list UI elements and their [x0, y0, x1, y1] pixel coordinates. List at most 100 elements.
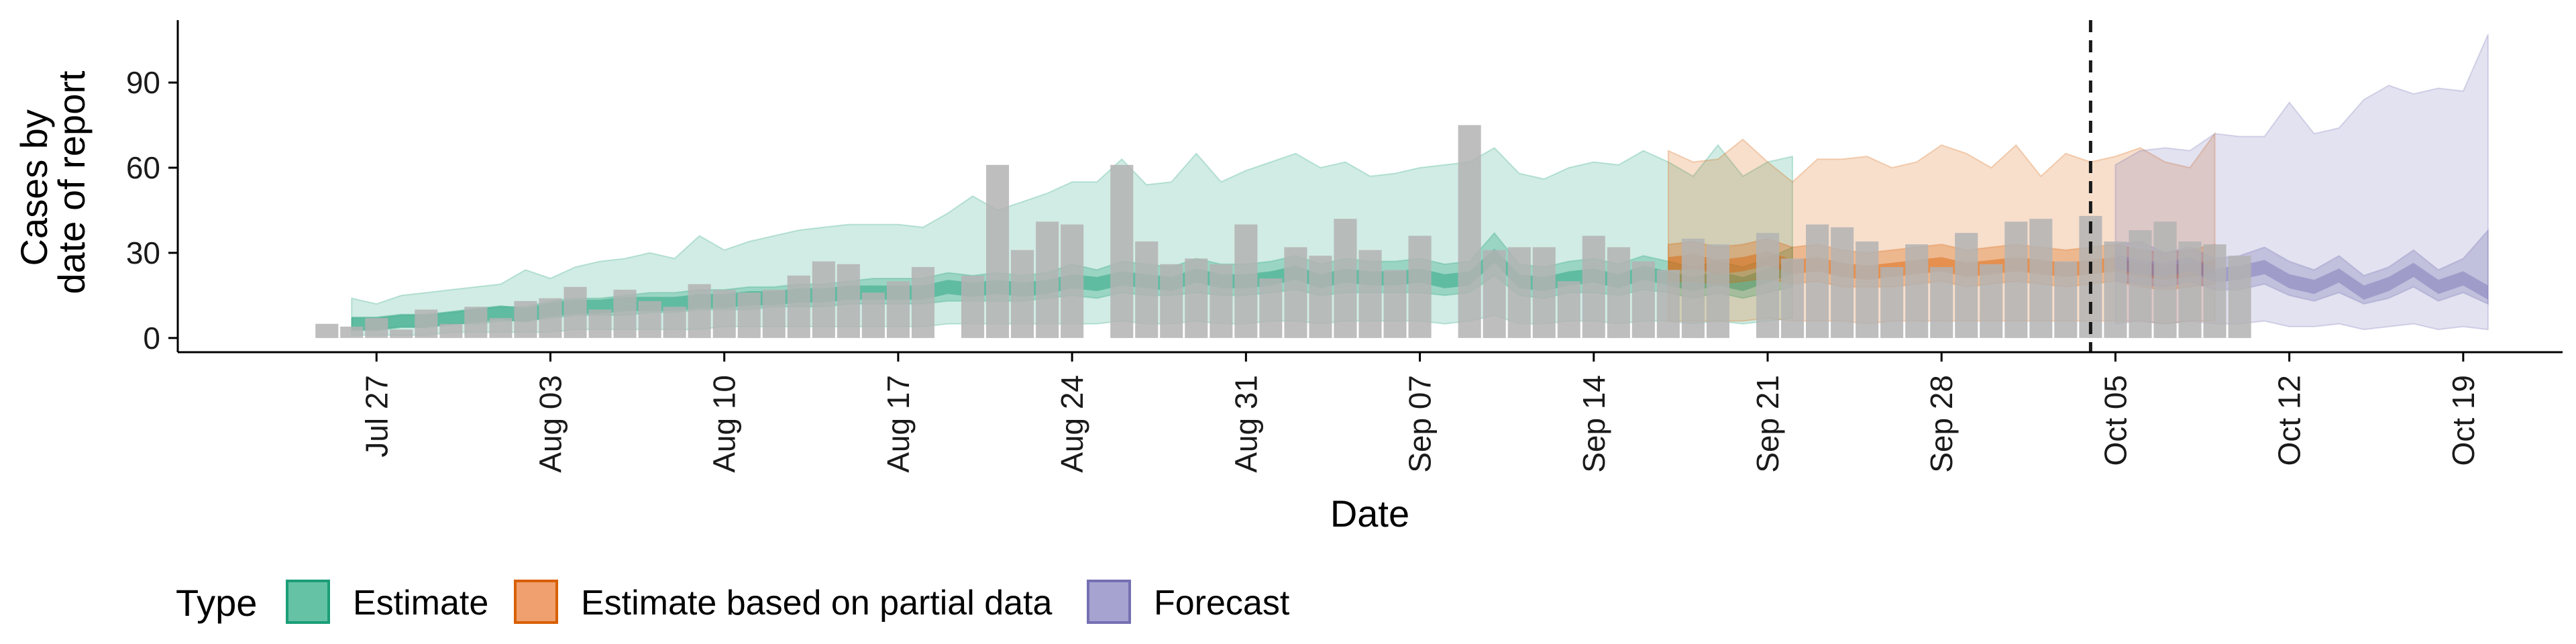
- forecast-median-band: [2115, 254, 2488, 300]
- axes: 0 30 60 90 Jul 27 Aug 03 Aug 10 Aug 17 Aug 24 Au…: [126, 20, 2563, 473]
- bar-day-51: [1582, 235, 1605, 338]
- x-tick-label: Oct 05: [2098, 375, 2133, 466]
- bar-day-47: [1483, 250, 1506, 338]
- y-axis-title-line-1: Cases by: [13, 109, 55, 266]
- bar-day-17: [737, 292, 761, 338]
- bar-day-8: [514, 301, 537, 338]
- x-tick-label: Sep 21: [1750, 375, 1785, 473]
- y-tick-label: 90: [126, 65, 160, 100]
- bar-day-73: [2129, 230, 2152, 338]
- bar-day-44: [1408, 235, 1432, 338]
- bar-day-70: [2054, 261, 2078, 338]
- bar-day-22: [861, 292, 885, 338]
- bar-day-66: [1955, 233, 1978, 338]
- bar-day-50: [1557, 281, 1580, 338]
- bar-day-11: [588, 309, 612, 338]
- bar-day-62: [1856, 241, 1879, 338]
- bar-day-30: [1061, 224, 1084, 338]
- x-tick-label: Aug 17: [881, 375, 916, 473]
- x-tick-label: Aug 31: [1228, 375, 1263, 473]
- x-tick-label: Aug 24: [1055, 375, 1089, 473]
- bar-day-54: [1656, 270, 1680, 338]
- bar-day-65: [1930, 267, 1953, 338]
- x-tick-label: Sep 28: [1924, 375, 1959, 473]
- y-axis-title-line-2: date of report: [50, 70, 93, 294]
- bar-day-46: [1458, 125, 1481, 338]
- x-tick-label: Oct 12: [2272, 375, 2307, 466]
- bar-day-55: [1681, 238, 1705, 338]
- legend-swatch-estimate: [286, 580, 330, 624]
- bar-day-36: [1210, 264, 1233, 338]
- legend-title: Type: [176, 582, 257, 624]
- bar-day-23: [886, 281, 910, 338]
- bar-day-74: [2153, 221, 2177, 338]
- bar-day-33: [1135, 241, 1159, 338]
- bar-day-67: [1980, 264, 2003, 338]
- bar-day-58: [1756, 233, 1780, 338]
- bar-day-42: [1358, 250, 1382, 338]
- bar-day-61: [1831, 227, 1854, 338]
- bar-day-27: [986, 164, 1010, 338]
- bar-day-41: [1334, 219, 1357, 338]
- x-tick-label: Sep 07: [1403, 375, 1438, 473]
- y-tick-label: 30: [126, 235, 160, 270]
- bar-day-49: [1532, 247, 1556, 338]
- bar-day-34: [1160, 264, 1183, 338]
- bar-day-39: [1284, 247, 1307, 338]
- bar-day-6: [464, 307, 488, 338]
- y-axis-title: Cases by date of report: [13, 70, 93, 294]
- bar-day-13: [638, 301, 661, 338]
- bar-day-37: [1234, 224, 1258, 338]
- bar-day-26: [961, 275, 985, 338]
- bar-day-76: [2203, 244, 2226, 338]
- y-tick-label: 0: [143, 321, 160, 356]
- bar-day-48: [1507, 247, 1531, 338]
- bar-day-21: [837, 264, 860, 338]
- bar-day-7: [489, 318, 513, 338]
- x-tick-label: Sep 14: [1576, 375, 1611, 473]
- bar-day-14: [663, 307, 686, 338]
- bar-day-75: [2178, 241, 2202, 338]
- x-tick-label: Aug 10: [707, 375, 742, 473]
- bar-day-0: [315, 323, 339, 338]
- x-tick-label: Aug 03: [533, 375, 568, 473]
- bar-day-72: [2104, 241, 2127, 338]
- bar-day-5: [439, 323, 463, 338]
- bar-day-2: [365, 318, 388, 338]
- bar-day-68: [2004, 221, 2028, 338]
- bar-day-1: [340, 326, 364, 338]
- bar-day-10: [564, 286, 587, 338]
- bar-day-77: [2228, 256, 2251, 338]
- bar-day-29: [1036, 221, 1059, 338]
- partial-median-band: [1668, 251, 2215, 280]
- bar-day-40: [1309, 256, 1332, 338]
- bar-day-32: [1110, 164, 1134, 338]
- bar-day-52: [1607, 247, 1630, 338]
- x-tick-label: Jul 27: [359, 375, 394, 458]
- legend-label-partial: Estimate based on partial data: [581, 584, 1053, 623]
- bar-day-3: [390, 329, 413, 338]
- bar-day-56: [1706, 244, 1729, 338]
- bar-day-35: [1185, 258, 1208, 338]
- y-ticks: 0 30 60 90: [126, 65, 178, 356]
- bar-day-19: [787, 275, 810, 338]
- legend-label-estimate: Estimate: [353, 584, 488, 623]
- bar-day-18: [762, 289, 786, 338]
- reported-cases-bars: [315, 125, 2251, 338]
- x-ticks: Jul 27 Aug 03 Aug 10 Aug 17 Aug 24 Aug 31 Sep …: [359, 352, 2481, 473]
- x-tick-label: Oct 19: [2446, 375, 2481, 466]
- x-axis-title: Date: [1330, 492, 1409, 535]
- bar-day-63: [1880, 267, 1904, 338]
- bar-day-69: [2029, 219, 2053, 338]
- bar-day-4: [415, 309, 438, 338]
- bar-day-16: [712, 289, 736, 338]
- legend-label-forecast: Forecast: [1154, 584, 1290, 623]
- bar-day-24: [911, 267, 934, 338]
- legend-swatch-partial: [514, 580, 558, 624]
- bar-day-28: [1011, 250, 1034, 338]
- bar-day-59: [1781, 258, 1805, 338]
- bar-day-38: [1259, 278, 1283, 338]
- bar-day-71: [2079, 215, 2102, 338]
- legend-swatch-forecast: [1087, 580, 1131, 624]
